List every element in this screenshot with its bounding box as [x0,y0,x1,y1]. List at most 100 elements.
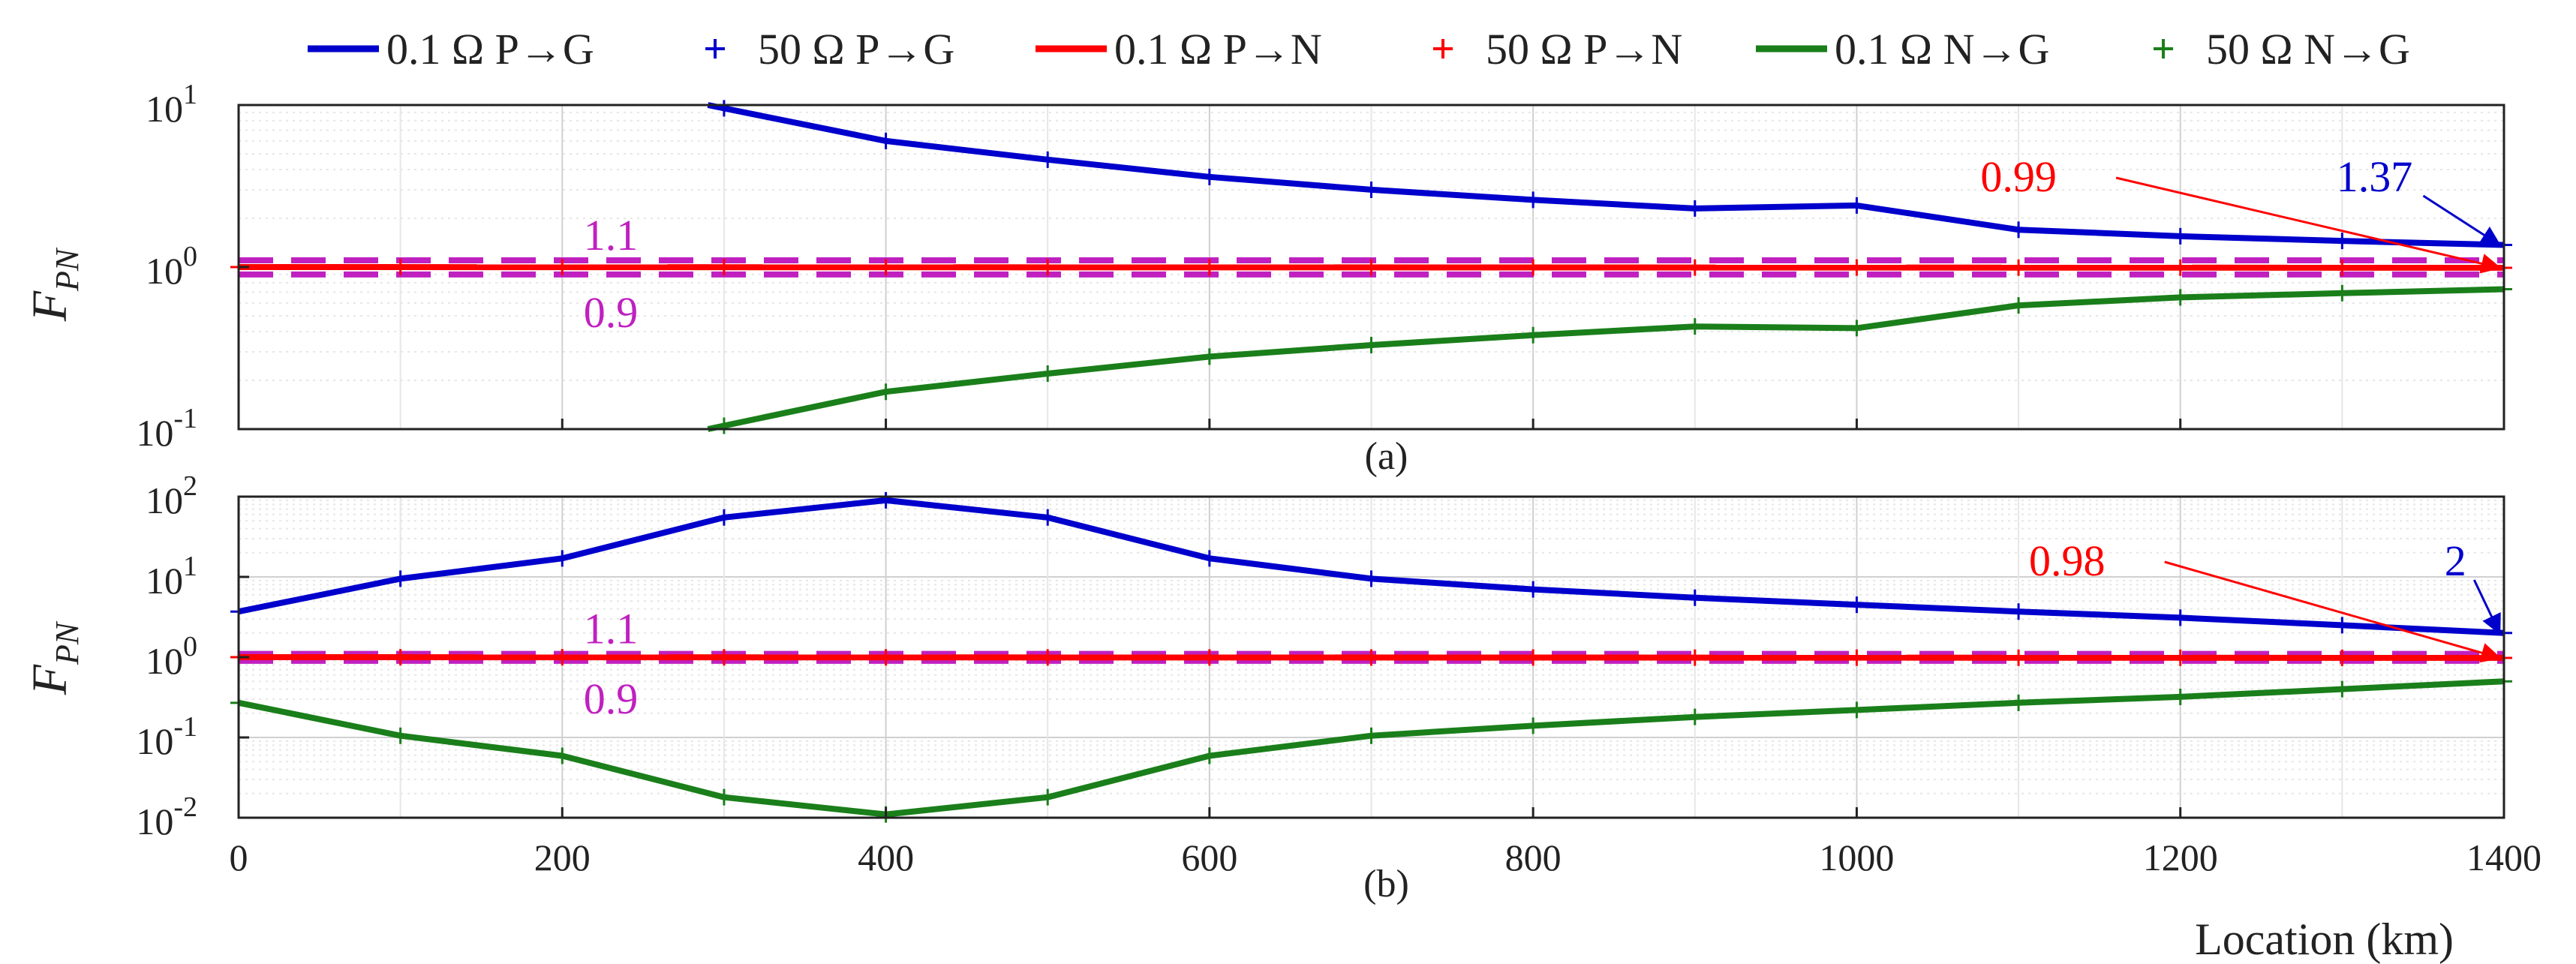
marker-50ohm-pn [554,649,571,666]
legend-label: 50 Ω P→N [1486,25,1682,74]
marker-50ohm-ng [1039,788,1057,806]
marker-50ohm-pg [2010,603,2027,620]
legend-label: 0.1 Ω N→G [1835,25,2049,74]
marker-50ohm-ng [2172,688,2189,705]
marker-50ohm-pn [1848,259,1865,276]
marker-50ohm-ng [2010,694,2027,711]
marker-50ohm-pg [877,491,894,509]
y-tick-label: 100 [146,631,197,682]
y-tick-base: 10 [136,800,173,842]
marker-50ohm-ng [2010,297,2027,314]
x-tick-label: 400 [858,836,914,878]
y-tick-base: 10 [146,479,183,521]
y-tick-base: 10 [146,88,183,130]
marker-50ohm-ng [1201,348,1218,365]
marker-50ohm-pg [1363,181,1380,198]
marker-50ohm-pg [2334,617,2351,634]
annotation-label-pg: 1.37 [2337,152,2413,201]
marker-50ohm-ng [1201,747,1218,764]
marker-50ohm-pg [715,509,732,526]
marker-50ohm-pg [1686,200,1703,217]
panel-caption: (b) [1363,863,1409,905]
series-line-ng [707,286,2505,432]
y-tick-label: 10-1 [136,403,197,454]
marker-50ohm-pn [2334,649,2351,666]
marker-50ohm-ng [1363,337,1380,354]
legend-label: 50 Ω N→G [2206,25,2410,74]
marker-50ohm-pn [1201,649,1218,666]
y-tick-base: 10 [136,720,173,762]
y-axis-label: FPN [23,620,86,695]
marker-50ohm-ng [1525,326,1542,344]
x-tick-label: 200 [534,836,591,878]
marker-50ohm-pg [1039,509,1057,526]
marker-50ohm-pn [2010,259,2027,276]
marker-50ohm-pg [2172,609,2189,626]
y-axis-label-subscript: PN [49,247,86,292]
y-tick-label: 101 [146,79,197,130]
annotation-arrow-pg [2422,194,2502,246]
marker-50ohm-ng [2334,680,2351,698]
x-tick-label: 800 [1505,836,1562,878]
marker-50ohm-ng [1848,320,1865,337]
y-tick-exponent: 0 [183,241,197,272]
marker-50ohm-pn [392,259,409,276]
x-tick-label: 600 [1181,836,1237,878]
legend-label: 0.1 Ω P→G [386,25,594,74]
marker-50ohm-ng [392,727,409,744]
y-tick-base: 10 [146,250,183,292]
marker-50ohm-pg [1848,596,1865,614]
y-tick-exponent: 1 [183,551,197,582]
threshold-label-lower: 0.9 [584,674,639,723]
annotation-label-pn: 0.98 [2029,536,2106,585]
marker-50ohm-ng [2172,289,2189,306]
y-tick-label: 10-1 [136,711,197,762]
marker-50ohm-pn [2010,649,2027,666]
x-tick-label: 1200 [2143,836,2218,878]
marker-50ohm-pn [392,649,409,666]
marker-50ohm-pg [554,550,571,567]
marker-50ohm-pn [1039,259,1057,276]
y-tick-exponent: -1 [173,711,197,743]
marker-50ohm-pn [2334,259,2351,276]
panel-caption: (a) [1365,435,1408,478]
marker-50ohm-pn [2172,259,2189,276]
marker-50ohm-pg [1201,550,1218,567]
y-axis-label-main: F [23,664,77,695]
marker-50ohm-ng [1848,701,1865,719]
y-axis-label: FPN [23,247,86,322]
legend-plus-marker [2154,39,2173,59]
marker-50ohm-ng [715,788,732,806]
y-tick-exponent: 2 [183,470,197,502]
marker-50ohm-ng [877,383,894,401]
marker-50ohm-pn [1039,649,1057,666]
x-tick-label: 1400 [2466,836,2541,878]
marker-50ohm-pn [1686,259,1703,276]
marker-50ohm-pg [1525,191,1542,209]
annotation-label-pn: 0.99 [1980,152,2057,201]
x-tick-label: 0 [230,836,248,878]
marker-50ohm-pg [2172,227,2189,245]
marker-50ohm-pg [2334,233,2351,250]
marker-50ohm-pg [1201,168,1218,185]
annotation-arrow-pn [2115,176,2502,274]
marker-50ohm-pg [1848,197,1865,214]
marker-50ohm-ng [1686,708,1703,725]
marker-50ohm-ng [1363,727,1380,744]
marker-50ohm-pg [2010,221,2027,239]
y-tick-label: 10-2 [136,791,197,842]
y-tick-exponent: -2 [173,791,197,823]
marker-50ohm-pg [1039,151,1057,168]
marker-50ohm-pn [1686,649,1703,666]
y-tick-label: 102 [146,470,197,521]
marker-50ohm-pg [392,570,409,587]
x-tick-label: 1000 [1819,836,1894,878]
marker-50ohm-pg [1363,570,1380,587]
y-axis-label-subscript: PN [49,620,86,665]
marker-50ohm-ng [1686,318,1703,335]
marker-50ohm-pn [877,259,894,276]
marker-50ohm-pn [715,649,732,666]
marker-50ohm-ng [2334,284,2351,302]
